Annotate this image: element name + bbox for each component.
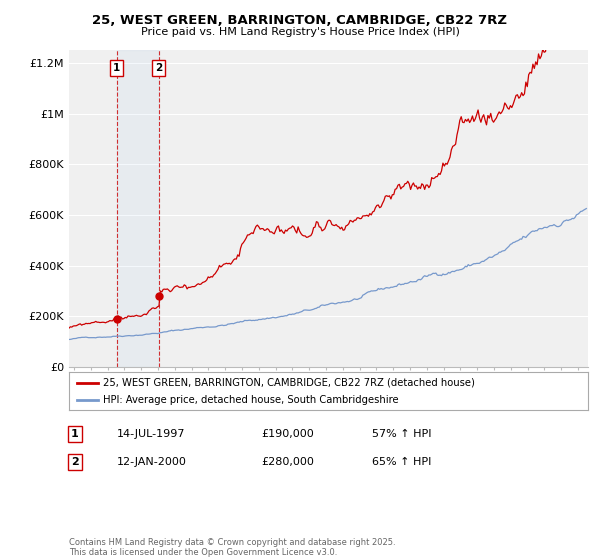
Text: 1: 1 <box>113 63 120 73</box>
Bar <box>116 50 158 367</box>
Text: £190,000: £190,000 <box>261 429 314 439</box>
Text: HPI: Average price, detached house, South Cambridgeshire: HPI: Average price, detached house, Sout… <box>103 395 398 405</box>
Text: Price paid vs. HM Land Registry's House Price Index (HPI): Price paid vs. HM Land Registry's House … <box>140 27 460 37</box>
Text: 25, WEST GREEN, BARRINGTON, CAMBRIDGE, CB22 7RZ (detached house): 25, WEST GREEN, BARRINGTON, CAMBRIDGE, C… <box>103 377 475 388</box>
Text: £280,000: £280,000 <box>261 457 314 467</box>
Text: 57% ↑ HPI: 57% ↑ HPI <box>372 429 431 439</box>
Text: Contains HM Land Registry data © Crown copyright and database right 2025.
This d: Contains HM Land Registry data © Crown c… <box>69 538 395 557</box>
Text: 2: 2 <box>71 457 79 467</box>
Text: 25, WEST GREEN, BARRINGTON, CAMBRIDGE, CB22 7RZ: 25, WEST GREEN, BARRINGTON, CAMBRIDGE, C… <box>92 14 508 27</box>
Text: 2: 2 <box>155 63 162 73</box>
Text: 65% ↑ HPI: 65% ↑ HPI <box>372 457 431 467</box>
Text: 14-JUL-1997: 14-JUL-1997 <box>117 429 185 439</box>
Text: 1: 1 <box>71 429 79 439</box>
Text: 12-JAN-2000: 12-JAN-2000 <box>117 457 187 467</box>
